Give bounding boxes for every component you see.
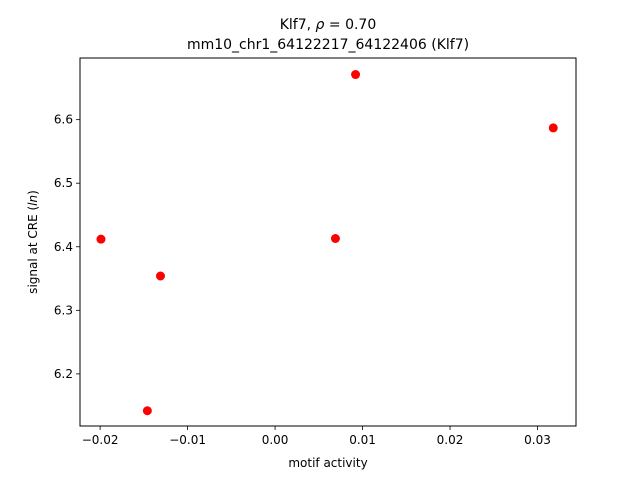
y-axis-ticks: 6.2 6.3 6.4 6.5 6.6 xyxy=(54,113,80,381)
data-point-4 xyxy=(330,234,340,244)
y-tick-label: 6.5 xyxy=(54,176,73,190)
data-point-6 xyxy=(548,123,558,133)
x-tick-label: 0.03 xyxy=(524,433,551,447)
data-points xyxy=(96,70,558,416)
data-point-2 xyxy=(142,406,152,416)
y-tick-label: 6.3 xyxy=(54,303,73,317)
y-axis-label: signal at CRE (ln) xyxy=(26,190,40,294)
x-tick-label: 0.02 xyxy=(437,433,464,447)
x-tick-label: 0.00 xyxy=(262,433,289,447)
x-tick-label: −0.02 xyxy=(82,433,119,447)
y-tick-label: 6.4 xyxy=(54,240,73,254)
x-axis-label: motif activity xyxy=(288,456,367,470)
data-point-1 xyxy=(96,234,106,244)
data-point-3 xyxy=(155,271,165,281)
y-tick-label: 6.6 xyxy=(54,113,73,127)
chart-title-line2: mm10_chr1_64122217_64122406 (Klf7) xyxy=(187,37,469,53)
y-tick-label: 6.2 xyxy=(54,367,73,381)
x-tick-label: 0.01 xyxy=(349,433,376,447)
chart-title-line1: Klf7, ρ = 0.70 xyxy=(280,17,377,33)
x-tick-label: −0.01 xyxy=(169,433,206,447)
plot-area xyxy=(79,57,577,427)
x-axis-ticks: −0.02 −0.01 0.00 0.01 0.02 0.03 xyxy=(82,426,551,447)
data-point-5 xyxy=(351,70,361,80)
